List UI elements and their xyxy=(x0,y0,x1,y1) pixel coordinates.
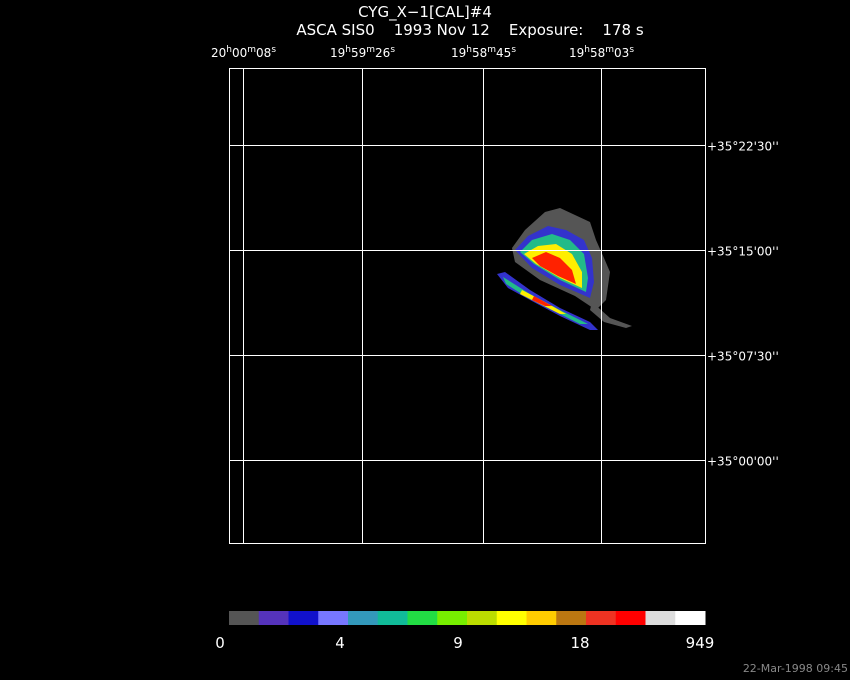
colorbar-swatch xyxy=(526,611,557,625)
dec-label: +35°15'00'' xyxy=(707,245,779,259)
dec-label: +35°22'30'' xyxy=(707,140,779,154)
colorbar-label: 949 xyxy=(686,634,715,652)
colorbar-swatch xyxy=(407,611,438,625)
timestamp: 22-Mar-1998 09:45 xyxy=(743,662,848,675)
ra-label: 19h59m26s xyxy=(330,45,395,60)
dec-label: +35°00'00'' xyxy=(707,455,779,469)
colorbar-swatch xyxy=(318,611,349,625)
colorbar-swatch xyxy=(437,611,468,625)
colorbar-label: 0 xyxy=(215,634,225,652)
dec-label: +35°07'30'' xyxy=(707,350,779,364)
colorbar-label: 9 xyxy=(453,634,463,652)
colorbar-swatch xyxy=(467,611,498,625)
colorbar-swatch xyxy=(556,611,587,625)
ra-label: 19h58m03s xyxy=(569,45,634,60)
ra-label: 20h00m08s xyxy=(211,45,276,60)
colorbar-swatch xyxy=(229,611,260,625)
colorbar-swatch xyxy=(288,611,319,625)
colorbar-swatch xyxy=(496,611,527,625)
colorbar-swatch xyxy=(615,611,646,625)
subtitle: ASCA SIS0 1993 Nov 12 Exposure: 178 s xyxy=(296,21,643,39)
colorbar: 0 4 9 18 949 xyxy=(215,611,714,652)
colorbar-label: 4 xyxy=(335,634,345,652)
plot-frame xyxy=(229,68,706,544)
title: CYG_X−1[CAL]#4 xyxy=(358,3,492,22)
colorbar-swatch xyxy=(675,611,706,625)
ra-label: 19h58m45s xyxy=(451,45,516,60)
source-image xyxy=(497,208,632,330)
colorbar-swatch xyxy=(645,611,676,625)
coordinate-grid: 20h00m08s 19h59m26s 19h58m45s 19h58m03s +35°… xyxy=(211,45,779,543)
colorbar-label: 18 xyxy=(570,634,589,652)
colorbar-swatch xyxy=(377,611,408,625)
colorbar-swatch xyxy=(258,611,289,625)
colorbar-swatch xyxy=(348,611,379,625)
colorbar-swatch xyxy=(586,611,617,625)
